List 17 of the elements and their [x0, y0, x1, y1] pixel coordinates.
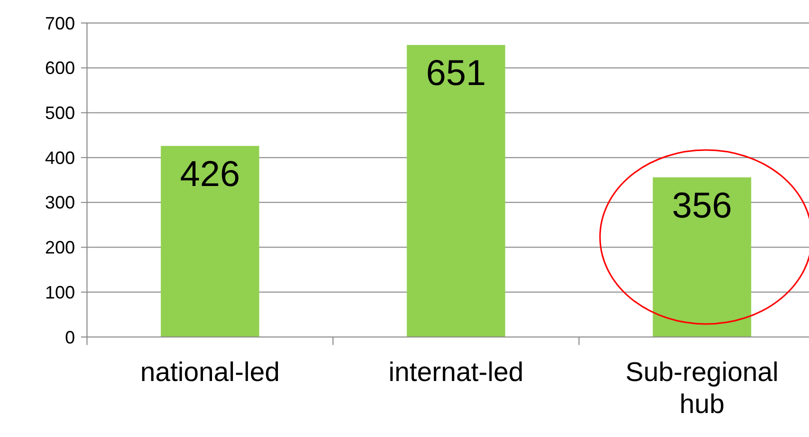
- y-tick-label: 500: [44, 103, 75, 124]
- x-tick-label: national-led: [140, 357, 280, 387]
- bar: [406, 44, 506, 337]
- data-label: 426: [180, 152, 240, 194]
- y-tick-label: 100: [44, 282, 75, 302]
- bar: [652, 177, 752, 337]
- y-tick-label: 0: [64, 327, 75, 348]
- data-label: 651: [426, 52, 486, 93]
- y-tick-label: 700: [44, 13, 75, 34]
- y-tick-label: 300: [44, 192, 75, 213]
- y-tick-label: 600: [44, 58, 75, 78]
- y-tick-label: 400: [44, 148, 75, 168]
- x-tick-label: internat-led: [388, 357, 524, 387]
- x-tick-label: Sub-regional hub: [625, 357, 779, 419]
- bar: [160, 146, 260, 337]
- data-label: 356: [672, 184, 732, 226]
- y-tick-label: 200: [44, 238, 75, 258]
